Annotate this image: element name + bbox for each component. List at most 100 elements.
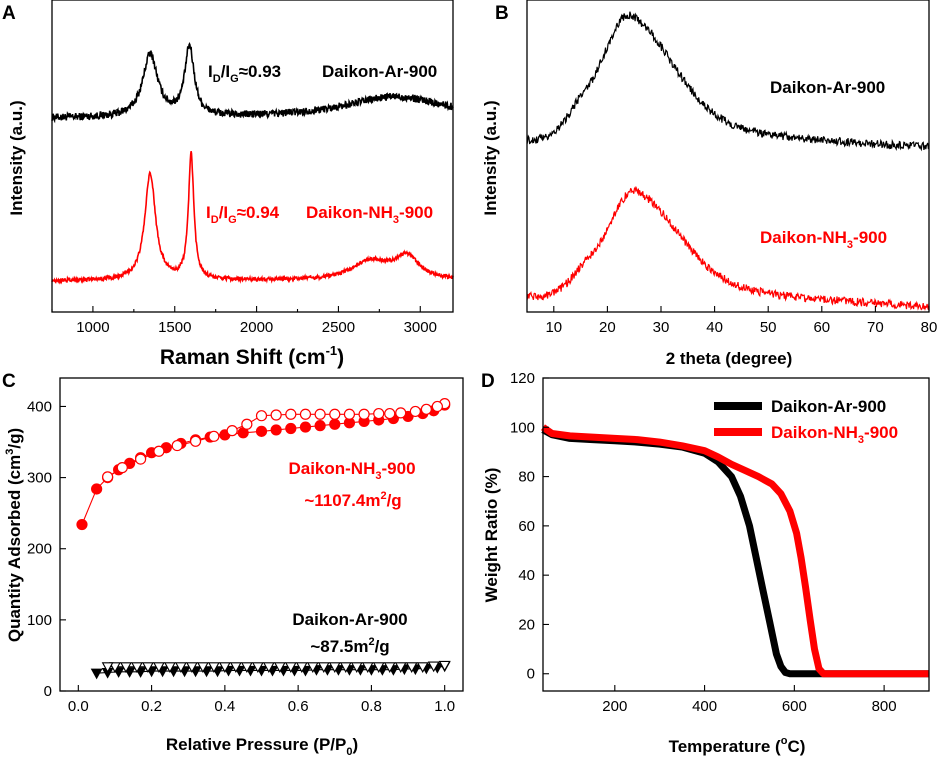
- panel-c-point: [314, 408, 326, 420]
- panel-b-xtick-label: 10: [545, 319, 562, 336]
- panel-c-point: [329, 408, 341, 420]
- panel-a-frame: [51, 0, 454, 313]
- panel-a-label-nh3: Daikon-NH3-900: [306, 203, 433, 226]
- panel-c-point: [361, 662, 374, 673]
- panel-c-frame: [59, 377, 464, 692]
- panel-c-ytick-label: 400: [27, 398, 52, 415]
- panel-b-xtick-label: 40: [706, 319, 723, 336]
- panel-d-ytick-label: 80: [518, 469, 535, 486]
- panel-c-point: [285, 408, 297, 420]
- panel-b-ylabel: Intensity (a.u.): [481, 100, 500, 215]
- panel-c-ytick-label: 300: [27, 470, 52, 487]
- panel-b-xtick-label: 20: [599, 319, 616, 336]
- panel-c-point: [174, 662, 187, 673]
- panel-c-point: [409, 405, 421, 418]
- panel-c-point: [102, 471, 114, 483]
- panel-c-point: [299, 421, 312, 433]
- panel-a-xtick-label: 1000: [76, 319, 109, 336]
- panel-c-point: [91, 483, 103, 495]
- panel-b-xtick-label: 70: [867, 319, 884, 336]
- panel-c-point: [314, 420, 326, 432]
- panel-c-point: [394, 662, 407, 673]
- panel-c-xtick-label: 0.4: [214, 698, 235, 715]
- panel-c-xtick-label: 0.8: [361, 698, 382, 715]
- panel-a-series: [51, 42, 454, 285]
- panel-d-letter: D: [481, 371, 495, 392]
- panel-c-point: [384, 407, 396, 420]
- panel-d-ytick-label: 120: [510, 370, 535, 387]
- panel-a-series-line: [51, 151, 454, 285]
- panel-c-letter: C: [2, 371, 16, 392]
- panel-c-point: [90, 668, 103, 680]
- panel-c-point: [343, 408, 356, 420]
- panel-a-xtick-label: 2000: [240, 319, 273, 336]
- panel-c-point: [284, 662, 297, 673]
- panel-c-point: [405, 662, 418, 673]
- panel-c-point: [141, 662, 154, 673]
- panel-b-series: [526, 11, 930, 312]
- panel-a-ylabel: Intensity (a.u.): [7, 100, 26, 215]
- panel-c-point: [317, 662, 330, 673]
- panel-c-xtick-label: 0.6: [288, 698, 309, 715]
- panel-a-ratio-nh3: ID/IG≈0.94: [206, 203, 280, 226]
- panel-c-point: [270, 424, 282, 436]
- panel-c-point: [270, 409, 282, 421]
- panel-c-point: [218, 662, 231, 673]
- panel-c-point: [295, 662, 308, 673]
- panel-c-point: [189, 435, 202, 447]
- panel-b-xtick-label: 50: [760, 319, 777, 336]
- panel-c-point: [383, 662, 396, 673]
- panel-c-point: [339, 662, 352, 673]
- panel-c-point: [262, 662, 275, 673]
- panel-c-point: [395, 407, 407, 419]
- panel-b-letter: B: [495, 3, 509, 24]
- panel-c-point: [431, 400, 443, 413]
- panel-b-label-ar: Daikon-Ar-900: [770, 78, 885, 97]
- panel-b-series-line: [526, 11, 930, 152]
- panel-b-label-nh3: Daikon-NH3-900: [760, 228, 887, 251]
- panel-c-point: [135, 453, 147, 465]
- panel-a-x-ticks: 1000 1500 2000 2500 3000: [51, 306, 437, 336]
- panel-c-ytick-label: 100: [27, 612, 52, 629]
- panel-d-ytick-label: 20: [518, 616, 535, 633]
- panel-c-point: [273, 662, 286, 673]
- panel-c-point: [163, 662, 176, 673]
- panel-c-point: [131, 662, 143, 673]
- panel-d-xtick-label: 600: [782, 698, 807, 715]
- panel-c-point: [240, 662, 253, 673]
- panel-d-legend: Daikon-Ar-900 Daikon-NH3-900: [714, 397, 898, 446]
- panel-c-point: [255, 410, 268, 422]
- panel-a-xtick-label: 1500: [158, 319, 191, 336]
- panel-c-point: [255, 425, 268, 437]
- panel-c-point: [328, 662, 341, 673]
- panel-a-series-line: [51, 42, 454, 124]
- panel-c-point: [373, 407, 385, 420]
- panel-c-ylabel: Quantity Adsorbed (cm3/g): [4, 428, 24, 642]
- panel-c-point: [226, 425, 238, 437]
- panel-c-point: [152, 662, 165, 673]
- panel-a: A 1000 1500 2000 2500 3000 Intensity (a.u.) …: [2, 0, 454, 369]
- panel-c-area-ar: ~87.5m2/g: [310, 636, 389, 656]
- panel-a-xlabel: Raman Shift (cm-1): [160, 343, 344, 369]
- panel-c-point: [208, 430, 220, 442]
- panel-c-point: [372, 662, 385, 673]
- panel-d-xtick-label: 200: [602, 698, 627, 715]
- panel-c-point: [358, 408, 370, 420]
- panel-c-point: [109, 662, 121, 673]
- panel-b-xlabel: 2 theta (degree): [666, 349, 793, 368]
- panel-a-label-ar: Daikon-Ar-900: [322, 62, 437, 81]
- panel-c-point: [306, 662, 319, 673]
- panel-a-letter: A: [2, 3, 16, 24]
- panel-d-ytick-label: 40: [518, 567, 535, 584]
- panel-c-point: [120, 662, 132, 673]
- panel-c-point: [241, 418, 253, 430]
- panel-c-point: [229, 662, 242, 673]
- panel-b-series-line: [526, 186, 930, 312]
- panel-c-ticks: 0.0 0.2 0.4 0.6 0.8 1.0 0 100 200 300 400: [27, 398, 455, 715]
- panel-c-label-ar: Daikon-Ar-900: [292, 610, 407, 629]
- panel-c-xtick-label: 0.2: [141, 698, 162, 715]
- panel-c-ytick-label: 200: [27, 541, 52, 558]
- panel-d-ytick-label: 0: [527, 666, 535, 683]
- panel-b-xtick-label: 80: [921, 319, 938, 336]
